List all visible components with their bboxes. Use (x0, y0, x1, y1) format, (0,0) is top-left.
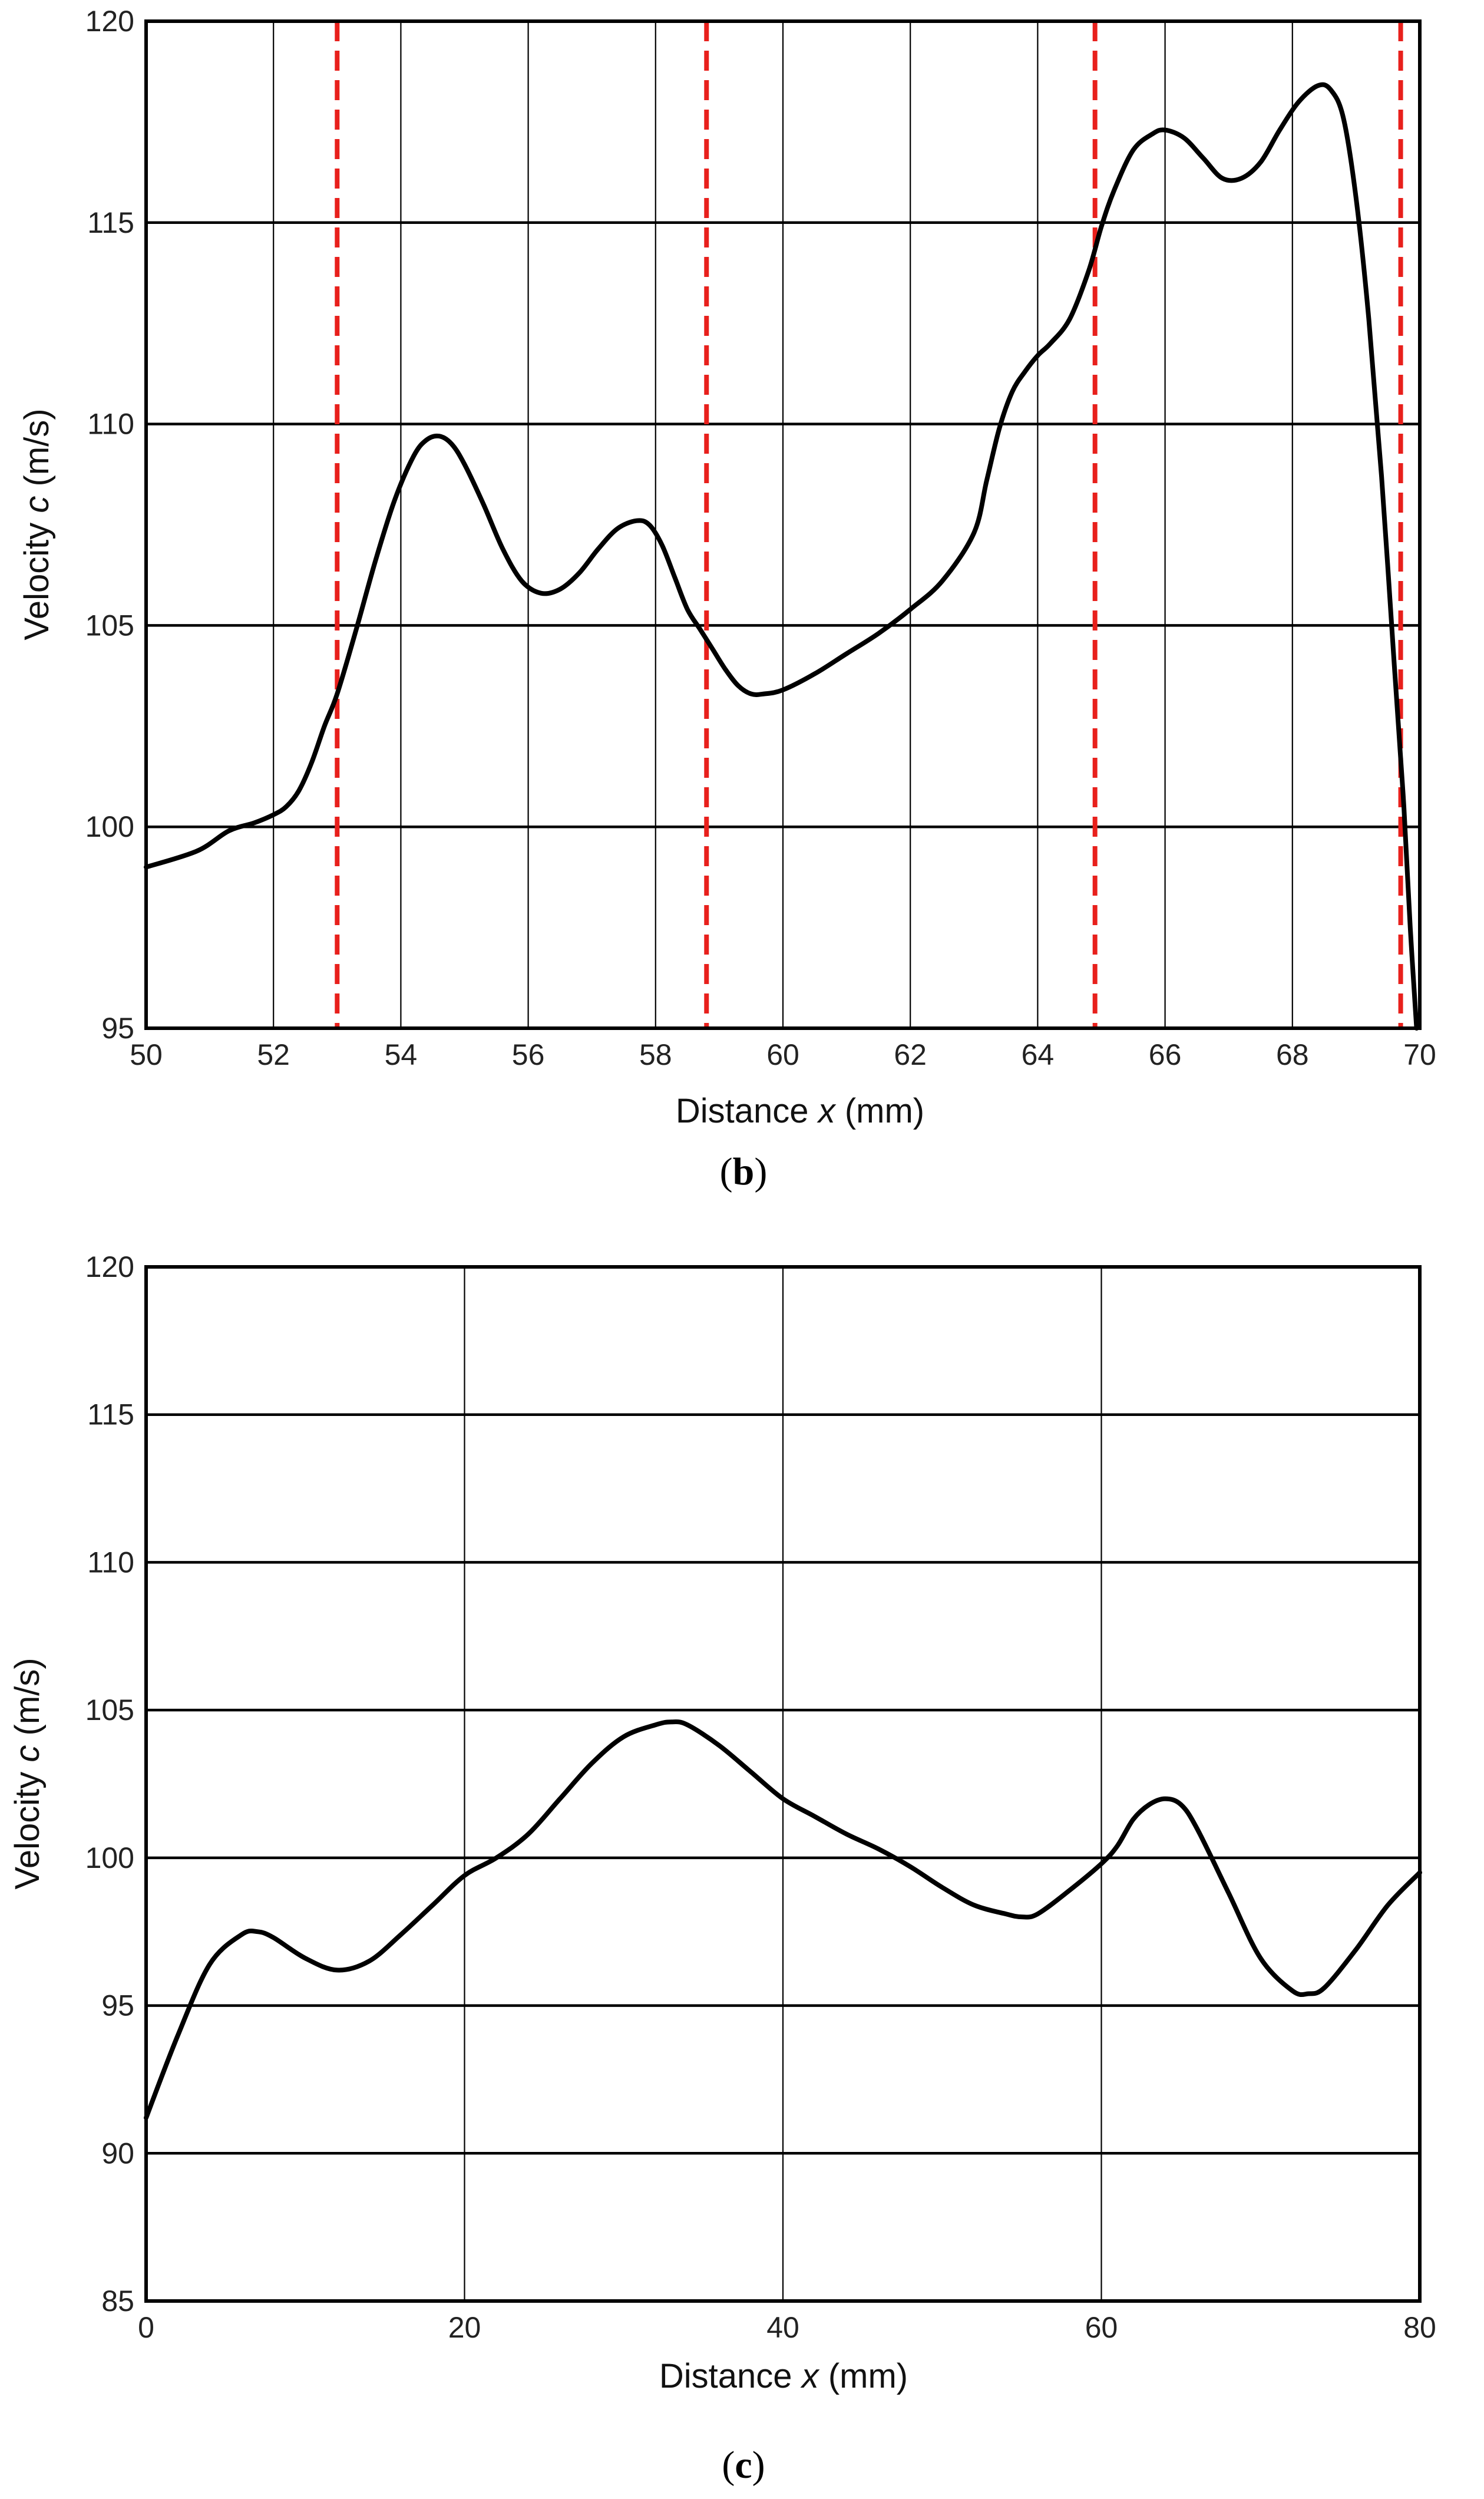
panel-b-x-tick-label-50: 50 (130, 1038, 163, 1071)
panel-b-y-axis-title: Velocity c (m/s) (18, 408, 56, 640)
panel-c-x-tick-label-40: 40 (766, 2311, 799, 2344)
panel-c-y-tick-label-100: 100 (85, 1841, 134, 1874)
chart-panel-c: 0 20 40 60 80 85 90 95 100 105 110 115 120 Distance… (8, 1250, 1436, 2487)
panel-c-y-axis-title: Velocity c (m/s) (8, 1658, 47, 1889)
panel-b-x-tick-label-58: 58 (639, 1038, 672, 1071)
panel-c-y-tick-label-115: 115 (87, 1398, 134, 1431)
panel-c-y-tick-label-95: 95 (101, 1989, 134, 2022)
panel-b-y-tick-label-95: 95 (101, 1012, 134, 1045)
panel-c-y-tick-label-85: 85 (101, 2285, 134, 2318)
panel-c-y-tick-labels: 85 90 95 100 105 110 115 120 (85, 1250, 134, 2318)
panel-b-x-tick-label-68: 68 (1276, 1038, 1309, 1071)
panel-c-y-tick-label-110: 110 (87, 1546, 134, 1579)
panel-c-x-axis-title: Distance x (mm) (659, 2357, 908, 2395)
panel-c-grid (146, 1267, 1420, 2301)
panel-b-series-velocity-line (144, 82, 1419, 1031)
panel-b-x-tick-label-52: 52 (257, 1038, 290, 1071)
panel-b-x-tick-label-60: 60 (766, 1038, 799, 1071)
panel-b-y-tick-label-120: 120 (85, 5, 134, 38)
panel-b-plot-frame (144, 19, 1422, 1030)
panel-c-y-tick-label-90: 90 (101, 2137, 134, 2170)
panel-c-series (144, 1719, 1422, 2121)
panel-b-x-tick-label-54: 54 (385, 1038, 418, 1071)
panel-b-x-axis-title: Distance x (mm) (676, 1092, 924, 1130)
panel-b-y-tick-labels: 95 100 105 110 115 120 (85, 5, 134, 1045)
panel-b-caption: (b) (720, 1150, 768, 1193)
panel-b-x-tick-labels: 50 52 54 56 58 60 62 64 66 68 70 (130, 1038, 1436, 1071)
panel-c-caption: (c) (722, 2444, 765, 2487)
panel-b-y-tick-label-105: 105 (85, 609, 134, 642)
panel-b-y-tick-label-115: 115 (87, 206, 134, 239)
panel-c-series-velocity-line (144, 1719, 1422, 2121)
panel-c-plot-frame (144, 1265, 1422, 2303)
panel-b-x-tick-label-56: 56 (512, 1038, 545, 1071)
chart-panel-b: 50 52 54 56 58 60 62 64 66 68 70 95 100 105 110 115 120… (18, 5, 1436, 1193)
panel-b-x-tick-label-70: 70 (1403, 1038, 1436, 1071)
panel-b-x-tick-label-66: 66 (1149, 1038, 1182, 1071)
panel-b-series (144, 82, 1419, 1031)
panel-c-x-tick-label-0: 0 (138, 2311, 154, 2344)
panel-b-y-tick-label-110: 110 (87, 408, 134, 441)
panel-b-x-tick-label-64: 64 (1022, 1038, 1055, 1071)
panel-b-marker-lines (335, 21, 1403, 1028)
panel-b-x-tick-label-62: 62 (894, 1038, 927, 1071)
panel-c-y-tick-label-105: 105 (85, 1693, 134, 1726)
panel-c-y-tick-label-120: 120 (85, 1250, 134, 1283)
panel-c-x-tick-label-60: 60 (1085, 2311, 1118, 2344)
panel-b-y-tick-label-100: 100 (85, 810, 134, 843)
panel-c-x-tick-label-80: 80 (1403, 2311, 1436, 2344)
panel-c-x-tick-labels: 0 20 40 60 80 (138, 2311, 1436, 2344)
panel-c-x-tick-label-20: 20 (448, 2311, 481, 2344)
